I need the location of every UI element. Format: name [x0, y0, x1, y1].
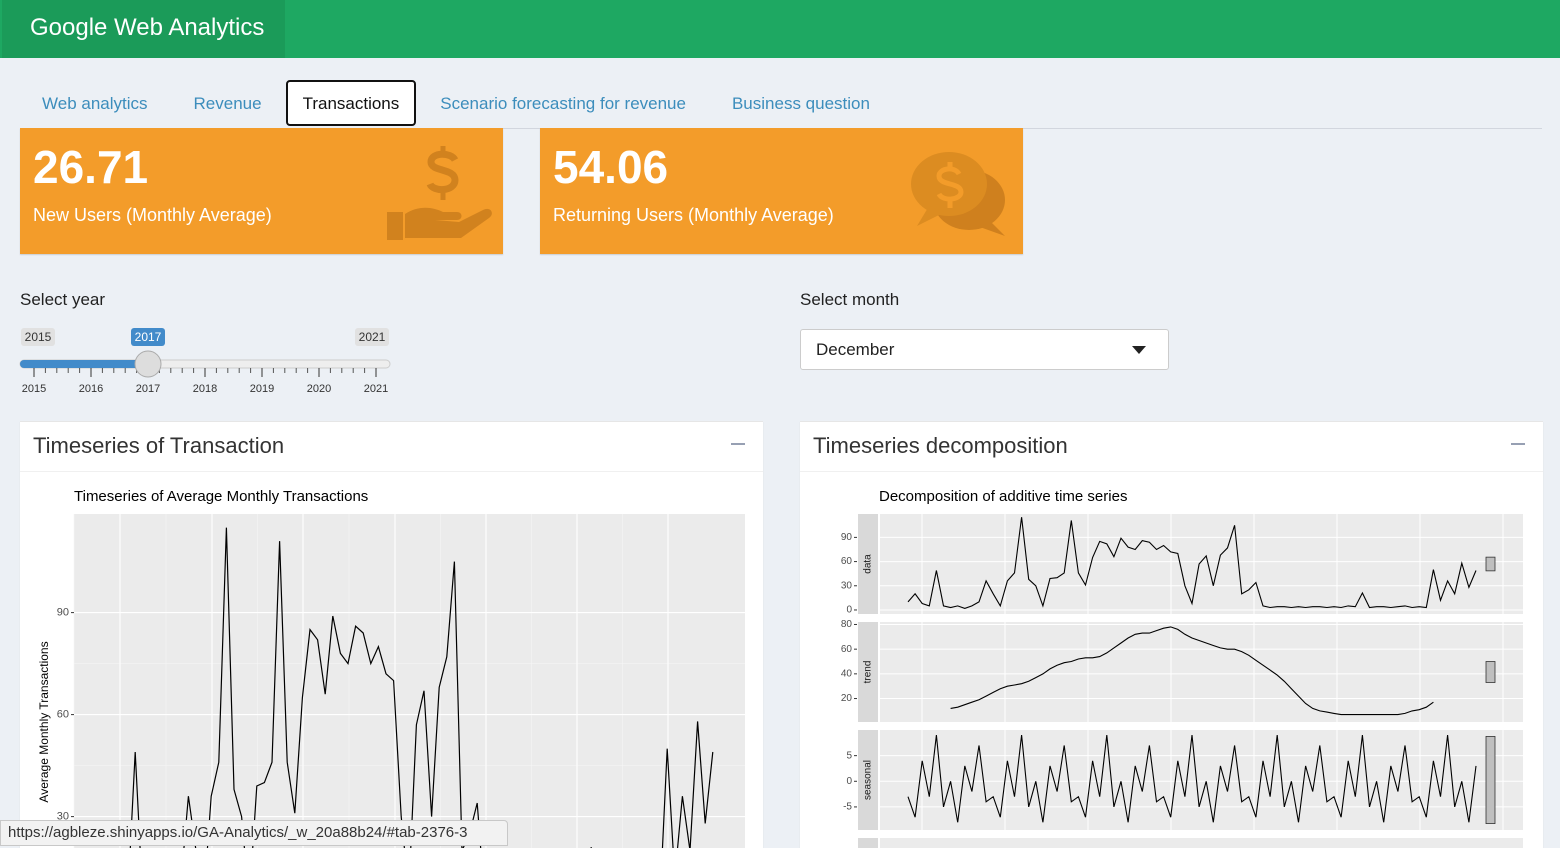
value-box-label: Returning Users (Monthly Average) [553, 205, 834, 225]
month-select[interactable]: December [800, 329, 1169, 370]
y-tick-label: 5 [846, 750, 852, 761]
line [129, 527, 714, 848]
facet-strip [858, 730, 878, 830]
app-title: Google Web Analytics [2, 0, 285, 58]
y-tick-label: 60 [841, 644, 853, 655]
hand-dollar-icon [387, 146, 492, 240]
slider-tick-label: 2017 [136, 383, 160, 395]
plot-background [880, 838, 1523, 848]
y-tick-label: 60 [841, 556, 853, 567]
slider-handle [134, 350, 162, 378]
input-label: Select year [20, 290, 106, 309]
chart-title: Timeseries of Average Monthly Transactio… [74, 488, 368, 505]
plot-background [880, 730, 1523, 830]
panel: Timeseries decomposition Decomposition o… [800, 421, 1543, 848]
tab[interactable]: Web analytics [42, 94, 148, 113]
panel-title: Timeseries of Transaction [33, 433, 285, 458]
slider-value-label: 2017 [135, 330, 162, 344]
plot-background [880, 622, 1523, 722]
slider-tick-label: 2018 [193, 383, 217, 395]
value-box: 26.71 New Users (Monthly Average) [20, 128, 503, 254]
slider-fill [20, 360, 148, 368]
slider-value-label-bg [131, 328, 165, 346]
y-tick-label: 90 [57, 607, 69, 619]
y-tick-label: 0 [846, 776, 852, 787]
line [950, 626, 1434, 716]
y-tick-label: 0 [846, 605, 852, 616]
y-tick-label: 20 [841, 693, 853, 704]
slider-min-label: 2015 [25, 330, 52, 344]
status-url: https://agbleze.shinyapps.io/GA-Analytic… [0, 820, 508, 846]
y-tick-label: 90 [841, 532, 853, 543]
decomposition-chart: Decomposition of additive time series dat… [841, 488, 1523, 848]
facet-label: seasonal [863, 760, 874, 800]
line [907, 735, 1477, 823]
slider-tick-label: 2020 [307, 383, 331, 395]
value-box: 54.06 Returning Users (Monthly Average) [540, 128, 1023, 254]
line [907, 517, 1477, 609]
value-box-label: New Users (Monthly Average) [33, 205, 272, 225]
facet-label: trend [863, 661, 874, 684]
year-slider[interactable]: 2015 2021 2017 2015 2016 2017 2018 2019 2020 2021 [0, 320, 420, 405]
slider-tick-label: 2019 [250, 383, 274, 395]
y-tick-label: 30 [57, 811, 69, 823]
value-box-number: 26.71 [33, 141, 149, 193]
tab[interactable]: Transactions [285, 80, 417, 126]
tab-bar: Web analytics Revenue Transactions Scena… [20, 80, 1542, 129]
y-tick-label: 80 [841, 619, 853, 630]
panel: Timeseries of Transaction Timeseries of … [20, 421, 763, 848]
chart-title: Decomposition of additive time series [879, 488, 1127, 505]
range-bar [1485, 661, 1496, 683]
panel-divider [20, 471, 763, 472]
y-tick-label: 30 [841, 580, 853, 591]
facet-strip [858, 838, 878, 848]
slider-max-label-bg [355, 328, 389, 346]
tab[interactable]: Business question [731, 94, 870, 113]
select-caret [1132, 346, 1146, 354]
y-axis-label: Average Monthly Transactions [37, 641, 51, 802]
chat-dollar-icon [911, 152, 1005, 236]
range-bar [1485, 736, 1496, 824]
y-tick-label: 60 [57, 709, 69, 721]
select-value: December [816, 340, 895, 359]
plot-background [880, 514, 1523, 614]
y-tick-label: -5 [843, 802, 852, 813]
slider-min-label-bg [21, 328, 55, 346]
collapse-button[interactable] [731, 443, 745, 445]
line-chart: Timeseries of Average Monthly Transactio… [37, 488, 745, 848]
facet-strip [858, 514, 878, 614]
plot-background [74, 514, 745, 848]
tab[interactable]: Revenue [193, 94, 262, 113]
facet-label: data [863, 554, 874, 574]
slider-tick-label: 2021 [364, 383, 388, 395]
facet-strip [858, 622, 878, 722]
y-tick-label: 40 [841, 668, 853, 679]
collapse-button[interactable] [1511, 443, 1525, 445]
range-bar [1485, 556, 1496, 572]
input-label: Select month [800, 290, 900, 309]
value-box-number: 54.06 [553, 141, 669, 193]
slider-tick-label: 2015 [22, 383, 46, 395]
panel-title: Timeseries decomposition [813, 433, 1068, 458]
tab[interactable]: Scenario forecasting for revenue [440, 94, 686, 113]
slider-max-label: 2021 [359, 330, 386, 344]
panel-divider [800, 471, 1543, 472]
slider-tick-label: 2016 [79, 383, 103, 395]
